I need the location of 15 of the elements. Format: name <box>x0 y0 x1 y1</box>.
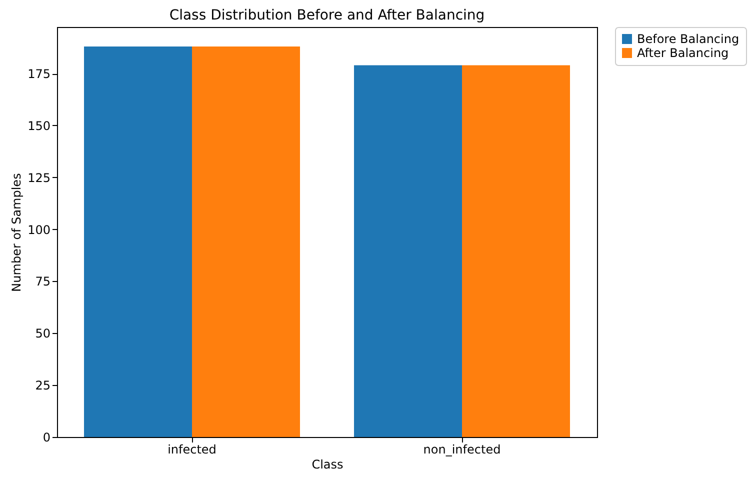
y-tick-label: 0 <box>42 430 50 444</box>
y-tick-label: 125 <box>28 170 50 185</box>
y-tick-label: 75 <box>35 274 50 289</box>
y-tick-label: 150 <box>28 118 50 133</box>
y-axis-title: Number of Samples <box>10 173 24 292</box>
x-tick-label: infected <box>168 442 216 456</box>
x-tick-label: non_infected <box>423 442 501 456</box>
legend-label: Before Balancing <box>637 32 740 46</box>
legend-label: After Balancing <box>637 46 729 60</box>
x-axis-title: Class <box>312 458 344 472</box>
y-tick-label: 25 <box>35 378 50 393</box>
y-tick-label: 175 <box>28 67 50 82</box>
y-tick-label: 50 <box>35 326 50 341</box>
y-tick-label: 100 <box>28 222 50 237</box>
chart-title: Class Distribution Before and After Balancing <box>169 8 485 24</box>
